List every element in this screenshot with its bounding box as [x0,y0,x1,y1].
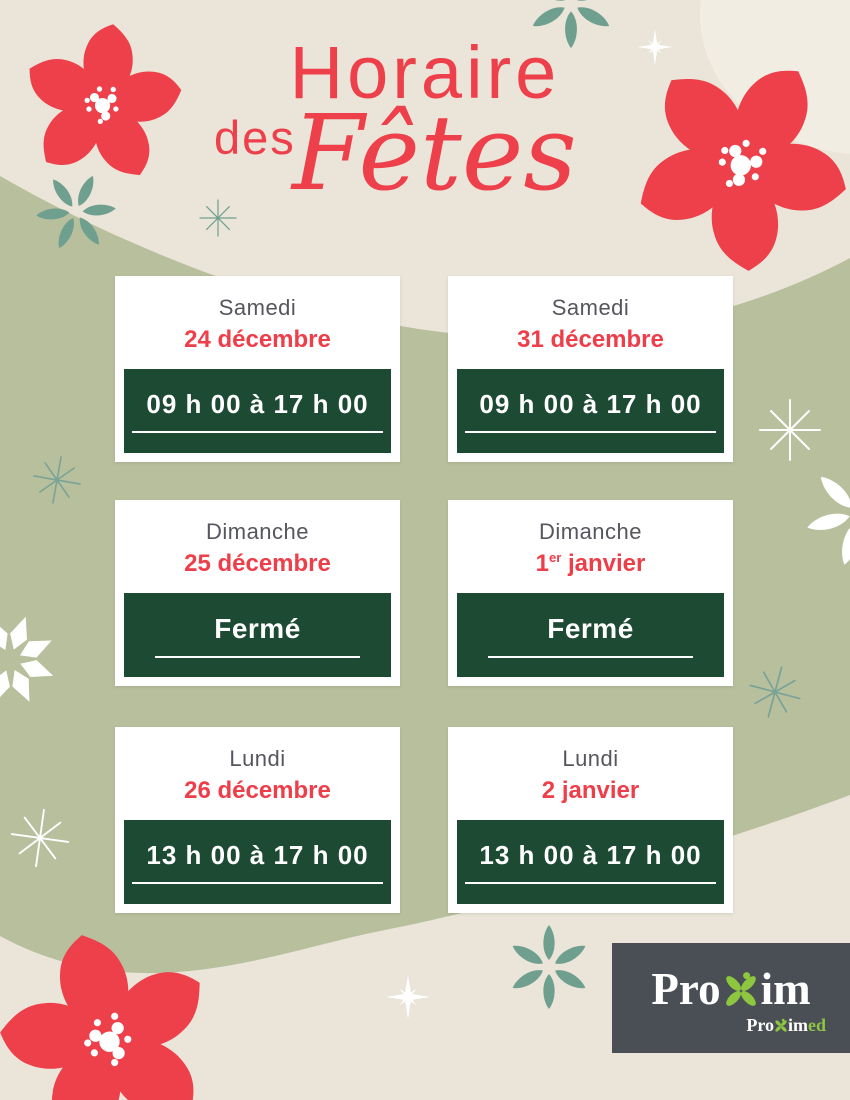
thin-star-icon [759,399,821,461]
hours-panel: 13 h 00 à 17 h 00 [457,820,724,904]
hours-text: 09 h 00 à 17 h 00 [146,389,369,419]
card-header: Lundi 26 décembre [115,727,400,820]
schedule-card: Dimanche 1er janvier Fermé [448,500,733,686]
title-word-fetes: Fêtes [292,92,577,214]
brand-text: Pro [651,963,721,1014]
day-label: Lundi [229,746,286,771]
star-flower-icon [510,925,588,1009]
leaf-x-icon [723,972,758,1009]
date-label: 2 janvier [541,777,640,804]
hours-text: 13 h 00 à 17 h 00 [479,840,702,870]
thin-star-icon [6,804,74,872]
day-label: Lundi [562,746,619,771]
schedule-card: Lundi 26 décembre 13 h 00 à 17 h 00 [115,727,400,913]
star-flower-icon [25,160,126,264]
poinsettia-flower-icon [0,908,244,1100]
day-label: Dimanche [205,519,310,544]
card-header: Dimanche 25 décembre [115,500,400,593]
day-label: Samedi [218,295,297,320]
sparkle-icon [386,975,430,1019]
schedule-card: Dimanche 25 décembre Fermé [115,500,400,686]
hours-panel: Fermé [457,593,724,677]
date-label: 31 décembre [517,326,664,353]
hours-panel: 09 h 00 à 17 h 00 [124,369,391,453]
day-label: Samedi [551,295,630,320]
date-label: 1er janvier [535,550,646,577]
thin-star-icon [29,452,85,508]
hours-underline [487,655,694,658]
schedule-card: Samedi 24 décembre 09 h 00 à 17 h 00 [115,276,400,462]
hours-panel: Fermé [124,593,391,677]
date-label: 25 décembre [184,550,331,577]
card-header: Lundi 2 janvier [448,727,733,820]
sub-brand-suffix: ed [808,1014,826,1035]
thin-star-icon [199,199,237,237]
title-word-des: des [214,111,296,164]
proximed-wordmark: Pro im ed [746,1016,826,1034]
hours-panel: 13 h 00 à 17 h 00 [124,820,391,904]
day-label: Dimanche [538,519,643,544]
card-header: Dimanche 1er janvier [448,500,733,593]
sub-brand-text: Pro [746,1014,774,1035]
hours-underline [132,882,383,884]
star-flower-icon [797,451,850,578]
date-label: 26 décembre [184,777,331,804]
brand-text: im [760,963,811,1014]
hours-underline [465,882,716,884]
title-word-horaire: Horaire [289,31,561,114]
hours-text: Fermé [547,612,634,644]
schedule-card: Lundi 2 janvier 13 h 00 à 17 h 00 [448,727,733,913]
sub-brand-text: im [788,1014,808,1035]
hours-text: 09 h 00 à 17 h 00 [479,389,702,419]
hours-panel: 09 h 00 à 17 h 00 [457,369,724,453]
card-header: Samedi 31 décembre [448,276,733,369]
schedule-card: Samedi 31 décembre 09 h 00 à 17 h 00 [448,276,733,462]
hours-text: Fermé [214,612,301,644]
card-header: Samedi 24 décembre [115,276,400,369]
proxim-wordmark: Pro im [651,963,811,1014]
thin-star-icon [742,659,808,725]
hours-underline [132,431,383,433]
hours-underline [154,655,361,658]
snowflake-icon [0,601,69,719]
leaf-x-icon [774,1018,788,1033]
proxim-logo: Pro im Pro im ed [612,943,850,1053]
hours-underline [465,431,716,433]
date-label: 24 décembre [184,326,331,353]
hours-text: 13 h 00 à 17 h 00 [146,840,369,870]
